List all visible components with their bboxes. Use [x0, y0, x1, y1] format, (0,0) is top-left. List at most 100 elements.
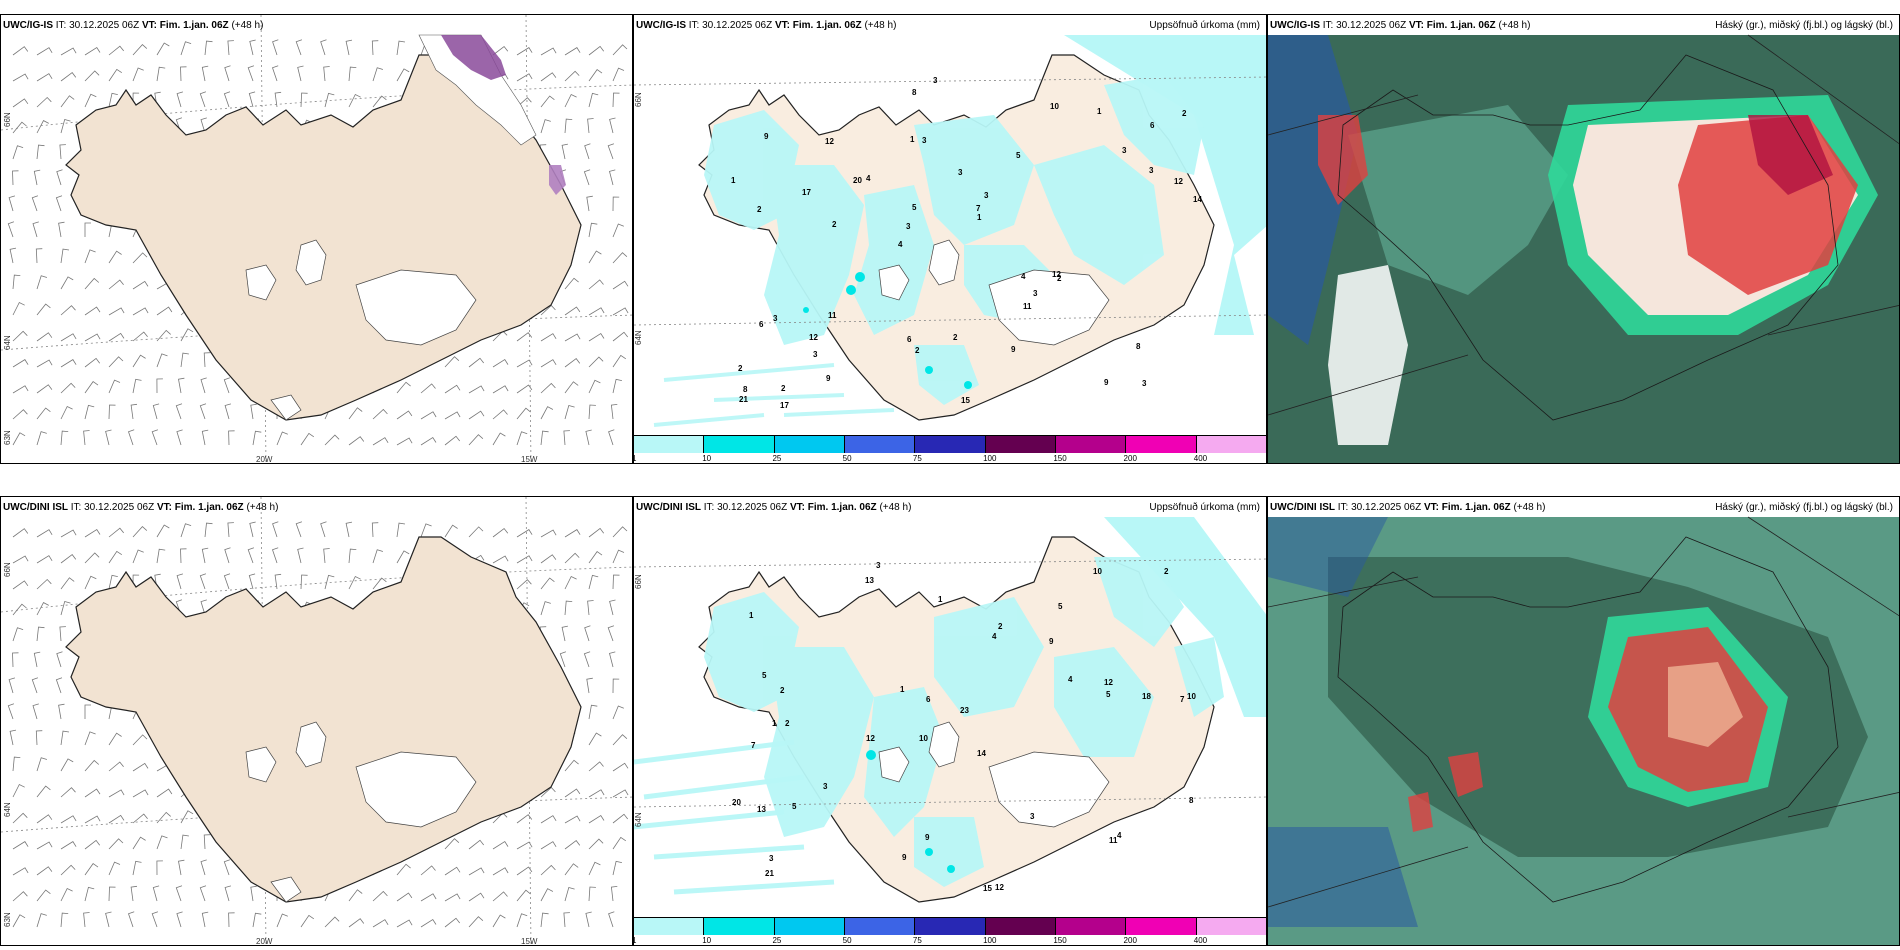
wind-barb [108, 250, 122, 264]
precip-value-label: 9 [826, 374, 831, 383]
precip-value-label: 9 [1104, 378, 1109, 387]
wind-barb [372, 890, 388, 902]
cloud-map [1268, 516, 1899, 945]
wind-barb [348, 548, 357, 564]
precip-colorbar: 1 10 25 50 75 100 150 200 400 [634, 917, 1266, 945]
precip-value-label: 8 [1189, 796, 1194, 805]
wind-barb [180, 328, 194, 342]
wind-barb [564, 840, 581, 850]
wind-barb [516, 431, 528, 446]
wind-barb [60, 912, 69, 928]
grid-lines [1268, 34, 1899, 416]
wind-barb [108, 861, 121, 876]
mid-cloud-west [1348, 105, 1568, 295]
precip-value-label: 9 [925, 833, 930, 842]
bottom-cloud-panel: UWC/DINI ISL IT: 30.12.2025 06Z VT: Fim.… [1267, 496, 1900, 946]
precip-map [634, 517, 1266, 903]
wind-barb [36, 120, 49, 134]
wind-barb [12, 812, 28, 824]
wind-barb [372, 919, 389, 928]
wind-barb [324, 92, 335, 108]
precip-value-label: 2 [1164, 567, 1169, 576]
precip-value-label: 2 [738, 364, 743, 373]
wind-barb [176, 573, 184, 590]
wind-barb [250, 885, 257, 902]
precip-value-label: 12 [1174, 177, 1183, 186]
wind-barb [200, 599, 207, 616]
wind-barb [180, 66, 187, 82]
wind-barb [156, 524, 170, 538]
wind-barb [60, 601, 71, 616]
wind-barb [84, 277, 100, 290]
colorbar-swatch [985, 436, 1056, 453]
lead-time: (+48 h) [1498, 20, 1531, 31]
wind-barb [297, 65, 304, 82]
wind-barb [180, 41, 192, 56]
wind-barb [492, 867, 509, 876]
precip-value-label: 10 [1050, 102, 1059, 111]
wind-barb [372, 67, 384, 82]
lon-label-20w: 20W [256, 937, 273, 946]
valid-time-label: VT: [1423, 502, 1439, 513]
wind-barb [612, 813, 629, 824]
wind-barb [348, 436, 365, 446]
precip-value-label: 3 [876, 561, 881, 570]
wind-barb [203, 834, 211, 850]
precip-value-label: 13 [865, 576, 874, 585]
wind-barb [36, 814, 53, 824]
wind-barb [84, 222, 91, 237]
precip-value-label: 3 [773, 314, 778, 323]
wind-barb [108, 789, 125, 798]
wind-barb [132, 44, 148, 56]
model-name: UWC/DINI ISL [1270, 502, 1335, 513]
coast-overlay [1337, 54, 1839, 421]
wind-barb [36, 757, 48, 772]
wind-barb [272, 521, 279, 538]
precip-value-label: 3 [1142, 379, 1147, 388]
wind-barb [612, 92, 620, 108]
wind-barb [84, 333, 101, 342]
wind-barb [396, 410, 413, 420]
wind-barb [60, 305, 76, 316]
wind-barb [249, 39, 256, 56]
wind-barb [588, 69, 603, 82]
wind-barb [468, 410, 485, 420]
colorbar-swatch [844, 918, 916, 935]
wind-barb [12, 46, 29, 56]
lead-time: (+48 h) [1513, 502, 1546, 513]
wind-barb [60, 119, 71, 134]
precip-value-label: 6 [759, 320, 764, 329]
lat-label-66n: 66N [634, 574, 643, 589]
wind-barb [36, 47, 53, 56]
wind-barb [35, 730, 43, 746]
lead-time: (+48 h) [864, 20, 897, 31]
wind-barb [564, 405, 575, 420]
wind-barb [60, 95, 75, 108]
wind-barb [540, 406, 554, 420]
model-name: UWC/IG-IS [1270, 20, 1320, 31]
wind-barb [564, 277, 579, 290]
wind-barb [60, 72, 77, 82]
wind-barb [271, 65, 279, 82]
ocean-precip-east [1064, 35, 1266, 335]
precip-value-label: 1 [910, 135, 915, 144]
wind-barb [152, 885, 160, 902]
valid-time: Fim. 1.jan. 06Z [1426, 20, 1496, 31]
wind-barb [320, 39, 327, 56]
bottom-precip-panel: UWC/DINI ISL IT: 30.12.2025 06Z VT: Fim.… [633, 496, 1267, 946]
wind-barb [468, 357, 485, 368]
wind-barb [444, 893, 461, 902]
precip-value-label: 9 [1011, 345, 1016, 354]
init-time: IT: 30.12.2025 06Z [688, 20, 773, 31]
precip-colorbar: 1 10 25 50 75 100 150 200 400 [634, 435, 1266, 463]
wind-barb [516, 73, 533, 82]
wind-barb [612, 44, 628, 56]
wind-barb [348, 889, 363, 902]
wind-barb [199, 573, 207, 590]
wind-barb [151, 911, 159, 928]
colorbar-label: 10 [702, 454, 712, 463]
wind-barb [300, 92, 308, 108]
wind-barb [84, 815, 101, 824]
wind-barb [540, 601, 551, 616]
wind-barb [105, 429, 112, 446]
